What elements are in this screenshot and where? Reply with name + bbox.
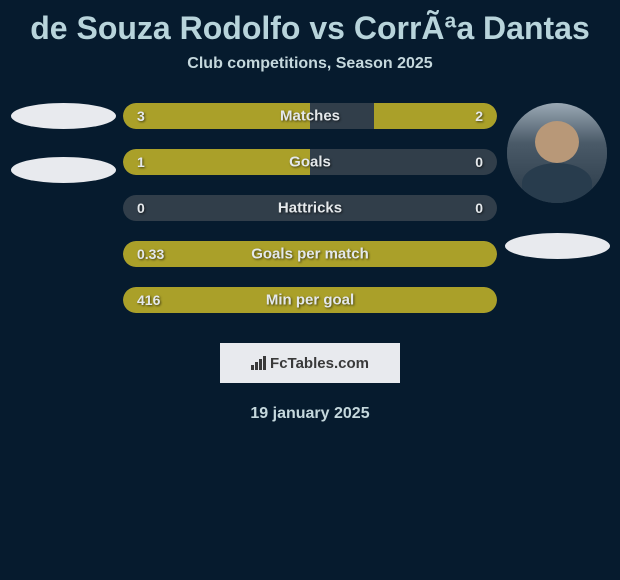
player-right-name-ellipse: [505, 233, 610, 259]
stat-left-value: 1: [137, 154, 145, 170]
stat-label: Matches: [280, 108, 340, 125]
player-left-column: [8, 103, 118, 183]
chart-icon: [251, 356, 266, 370]
avatar-icon: [507, 103, 607, 203]
stat-bar-mpg: 416 Min per goal: [123, 287, 497, 313]
date-label: 19 january 2025: [0, 405, 620, 423]
footer-attribution[interactable]: FcTables.com: [220, 343, 400, 383]
subtitle: Club competitions, Season 2025: [0, 55, 620, 73]
page-title: de Souza Rodolfo vs CorrÃªa Dantas: [0, 0, 620, 47]
stat-bar-matches: 3 Matches 2: [123, 103, 497, 129]
stat-bar-goals: 1 Goals 0: [123, 149, 497, 175]
player-left-name-ellipse-2: [11, 157, 116, 183]
stat-bar-gpm: 0.33 Goals per match: [123, 241, 497, 267]
stat-label: Goals per match: [251, 246, 369, 263]
comparison-card: de Souza Rodolfo vs CorrÃªa Dantas Club …: [0, 0, 620, 423]
stat-label: Min per goal: [266, 292, 354, 309]
footer-text: FcTables.com: [270, 355, 369, 372]
stat-label: Hattricks: [278, 200, 342, 217]
stat-left-value: 416: [137, 292, 160, 308]
content-row: 3 Matches 2 1 Goals 0 0 Hattricks 0 0.: [0, 103, 620, 313]
stats-column: 3 Matches 2 1 Goals 0 0 Hattricks 0 0.: [118, 103, 502, 313]
player-left-name-ellipse-1: [11, 103, 116, 129]
stat-right-value: 2: [475, 108, 483, 124]
player-right-column: [502, 103, 612, 259]
player-right-avatar: [507, 103, 607, 203]
stat-right-value: 0: [475, 200, 483, 216]
stat-right-value: 0: [475, 154, 483, 170]
stat-bar-hattricks: 0 Hattricks 0: [123, 195, 497, 221]
fill-left: [123, 149, 310, 175]
stat-left-value: 0.33: [137, 246, 164, 262]
stat-left-value: 3: [137, 108, 145, 124]
stat-left-value: 0: [137, 200, 145, 216]
stat-label: Goals: [289, 154, 331, 171]
